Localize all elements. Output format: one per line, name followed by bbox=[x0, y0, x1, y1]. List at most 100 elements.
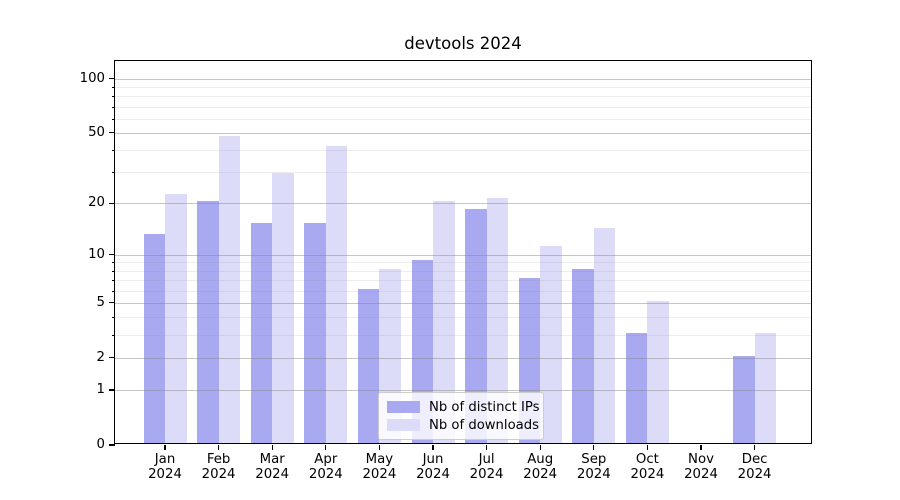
legend-label-downloads: Nb of downloads bbox=[429, 417, 539, 433]
gridline-major-100 bbox=[115, 78, 811, 80]
bar-downloads-Apr bbox=[325, 146, 348, 443]
x-tick-label-Dec: Dec 2024 bbox=[737, 452, 772, 482]
y-tick-0 bbox=[109, 444, 115, 446]
bar-ips-May bbox=[357, 288, 380, 443]
gridline-minor-7 bbox=[115, 279, 811, 281]
x-tick-Apr bbox=[325, 445, 327, 450]
chart-title: devtools 2024 bbox=[404, 34, 522, 53]
legend-item-downloads: Nb of downloads bbox=[387, 416, 539, 434]
y-tick-2 bbox=[109, 357, 115, 359]
gridline-minor-6 bbox=[115, 290, 811, 292]
y-minor-tick-40 bbox=[112, 150, 115, 152]
bar-downloads-Feb bbox=[218, 135, 241, 443]
y-minor-tick-8 bbox=[112, 270, 115, 272]
bar-downloads-Jul bbox=[486, 197, 509, 443]
gridline-major-1 bbox=[115, 390, 811, 391]
y-minor-tick-7 bbox=[112, 279, 115, 281]
legend-swatch-downloads bbox=[387, 419, 420, 431]
x-tick-Dec bbox=[753, 445, 756, 450]
gridline-minor-4 bbox=[115, 317, 811, 319]
x-tick-label-Jan: Jan 2024 bbox=[148, 452, 182, 482]
x-tick-Jan bbox=[164, 445, 166, 450]
gridline-minor-9 bbox=[115, 262, 811, 264]
y-tick-label-1: 1 bbox=[96, 382, 105, 397]
gridline-minor-70 bbox=[115, 106, 811, 108]
x-tick-Feb bbox=[217, 445, 220, 450]
gridline-major-2 bbox=[115, 357, 811, 359]
legend-swatch-distinct-ips bbox=[387, 401, 420, 413]
bar-downloads-Jan bbox=[165, 194, 187, 443]
legend: Nb of distinct IPs Nb of downloads bbox=[378, 392, 544, 440]
y-tick-label-20: 20 bbox=[88, 195, 105, 211]
gridline-major-5 bbox=[115, 302, 811, 304]
y-minor-tick-80 bbox=[112, 96, 115, 98]
x-tick-May bbox=[378, 445, 381, 450]
x-tick-label-Nov: Nov 2024 bbox=[684, 452, 718, 482]
bar-downloads-Jun bbox=[433, 201, 455, 443]
y-minor-tick-6 bbox=[112, 290, 115, 292]
x-tick-Jun bbox=[432, 445, 434, 450]
x-tick-label-Sep: Sep 2024 bbox=[576, 452, 611, 482]
legend-label-distinct-ips: Nb of distinct IPs bbox=[429, 399, 540, 415]
y-minor-tick-60 bbox=[112, 118, 115, 120]
bar-ips-Dec bbox=[733, 355, 755, 443]
gridline-minor-30 bbox=[115, 172, 811, 174]
x-tick-Jul bbox=[485, 445, 488, 450]
gridline-minor-80 bbox=[115, 96, 811, 98]
bar-ips-Jul bbox=[465, 209, 487, 443]
y-minor-tick-4 bbox=[112, 317, 115, 319]
x-tick-label-Oct: Oct 2024 bbox=[630, 452, 665, 482]
legend-item-distinct-ips: Nb of distinct IPs bbox=[387, 398, 540, 416]
bar-downloads-Mar bbox=[272, 172, 294, 443]
x-tick-label-Apr: Apr 2024 bbox=[308, 452, 343, 482]
gridline-major-20 bbox=[115, 203, 811, 205]
y-tick-100 bbox=[109, 77, 115, 80]
y-tick-label-10: 10 bbox=[88, 246, 105, 262]
x-tick-label-Aug: Aug 2024 bbox=[523, 452, 558, 482]
y-minor-tick-90 bbox=[112, 86, 115, 88]
bar-ips-Jan bbox=[143, 233, 165, 443]
y-tick-label-0: 0 bbox=[96, 437, 105, 452]
x-tick-label-Jul: Jul 2024 bbox=[469, 452, 504, 482]
gridline-minor-40 bbox=[115, 150, 811, 152]
y-tick-1 bbox=[109, 389, 115, 391]
gridline-minor-90 bbox=[115, 86, 811, 88]
bar-ips-Feb bbox=[197, 201, 219, 443]
bar-ips-Mar bbox=[250, 222, 273, 443]
bar-ips-Apr bbox=[304, 222, 326, 443]
x-tick-Nov bbox=[700, 445, 702, 450]
y-minor-tick-3 bbox=[112, 334, 115, 336]
x-tick-label-Feb: Feb 2024 bbox=[201, 452, 236, 482]
plot-area: Nb of distinct IPs Nb of downloads 0 1 2 5 1… bbox=[80, 60, 812, 482]
y-tick-10 bbox=[109, 253, 115, 256]
bar-downloads-Sep bbox=[593, 228, 616, 443]
x-tick-Sep bbox=[593, 445, 595, 450]
gridline-minor-3 bbox=[115, 334, 811, 336]
gridline-minor-60 bbox=[115, 118, 811, 120]
x-tick-Mar bbox=[271, 445, 273, 450]
y-tick-label-2: 2 bbox=[96, 349, 105, 365]
bar-downloads-Aug bbox=[540, 245, 562, 443]
x-tick-Aug bbox=[539, 445, 541, 450]
y-tick-50 bbox=[109, 132, 115, 134]
gridline-major-10 bbox=[115, 254, 811, 256]
x-tick-label-May: May 2024 bbox=[362, 452, 397, 482]
y-tick-label-5: 5 bbox=[96, 294, 105, 310]
y-tick-5 bbox=[109, 302, 115, 304]
gridline-major-50 bbox=[115, 132, 811, 134]
bar-ips-Sep bbox=[572, 268, 594, 443]
y-minor-tick-70 bbox=[112, 106, 115, 108]
gridline-minor-8 bbox=[115, 270, 811, 272]
y-minor-tick-9 bbox=[112, 262, 115, 264]
y-tick-20 bbox=[109, 202, 115, 204]
x-tick-label-Jun: Jun 2024 bbox=[416, 452, 450, 482]
y-minor-tick-30 bbox=[112, 172, 115, 174]
x-tick-label-Mar: Mar 2024 bbox=[255, 452, 290, 482]
bar-downloads-Oct bbox=[647, 300, 669, 443]
y-tick-label-50: 50 bbox=[88, 124, 105, 140]
x-tick-Oct bbox=[646, 445, 649, 450]
bar-downloads-Dec bbox=[754, 332, 777, 443]
y-tick-label-100: 100 bbox=[79, 70, 105, 86]
bar-ips-Oct bbox=[625, 332, 648, 443]
